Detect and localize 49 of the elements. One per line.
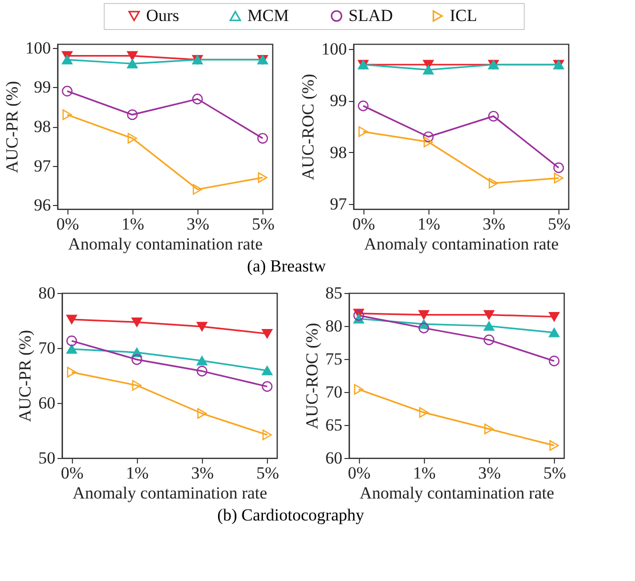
- x-axis-title: Anomaly contamination rate: [364, 234, 559, 254]
- y-tick-label: 70: [38, 338, 56, 358]
- x-axis-title: Anomaly contamination rate: [360, 484, 554, 502]
- legend-label: SLAD: [348, 6, 393, 25]
- x-tick-label: 0%: [56, 214, 80, 234]
- y-tick-label: 80: [38, 284, 56, 302]
- y-tick-label: 97: [34, 156, 52, 176]
- x-tick-label: 3%: [482, 214, 506, 234]
- y-tick-label: 60: [38, 394, 56, 412]
- x-tick-label: 5%: [548, 214, 570, 234]
- y-axis-title: AUC-PR (%): [2, 80, 22, 174]
- y-tick-label: 98: [330, 142, 347, 162]
- text: (b) Cardiotocography: [217, 506, 365, 525]
- x-tick-label: 1%: [126, 464, 149, 482]
- x-tick-label: 1%: [418, 214, 440, 234]
- y-axis-title: AUC-ROC (%): [302, 322, 322, 430]
- y-tick-label: 85: [325, 284, 342, 302]
- x-tick-label: 1%: [413, 464, 436, 482]
- text: (a) Breastw: [247, 256, 327, 276]
- x-tick-label: 0%: [60, 464, 84, 482]
- x-tick-label: 0%: [348, 464, 371, 482]
- legend-label: MCM: [247, 6, 289, 25]
- y-tick-label: 100: [25, 38, 51, 58]
- y-tick-label: 80: [325, 316, 342, 336]
- x-tick-label: 5%: [543, 464, 566, 482]
- x-axis-title: Anomaly contamination rate: [72, 484, 268, 502]
- y-tick-label: 100: [321, 40, 347, 59]
- x-tick-label: 3%: [478, 464, 501, 482]
- y-tick-label: 99: [34, 78, 51, 97]
- y-axis-title: AUC-PR (%): [15, 330, 34, 422]
- y-tick-label: 75: [325, 350, 342, 368]
- y-tick-label: 60: [325, 448, 342, 468]
- y-tick-label: 97: [330, 194, 348, 214]
- y-tick-label: 70: [325, 382, 342, 402]
- x-tick-label: 1%: [122, 214, 144, 234]
- legend-label: ICL: [450, 6, 478, 25]
- y-tick-label: 99: [330, 91, 347, 110]
- y-tick-label: 65: [325, 416, 342, 434]
- x-tick-label: 3%: [186, 214, 210, 234]
- y-tick-label: 98: [34, 117, 51, 136]
- x-tick-label: 3%: [191, 464, 214, 482]
- y-axis-title: AUC-ROC (%): [298, 74, 318, 180]
- y-tick-label: 50: [38, 448, 56, 468]
- x-tick-label: 5%: [252, 214, 274, 234]
- x-tick-label: 0%: [352, 214, 376, 234]
- legend-label: Ours: [146, 6, 180, 25]
- x-axis-title: Anomaly contamination rate: [68, 234, 263, 254]
- x-tick-label: 5%: [256, 464, 279, 482]
- y-tick-label: 96: [34, 196, 51, 215]
